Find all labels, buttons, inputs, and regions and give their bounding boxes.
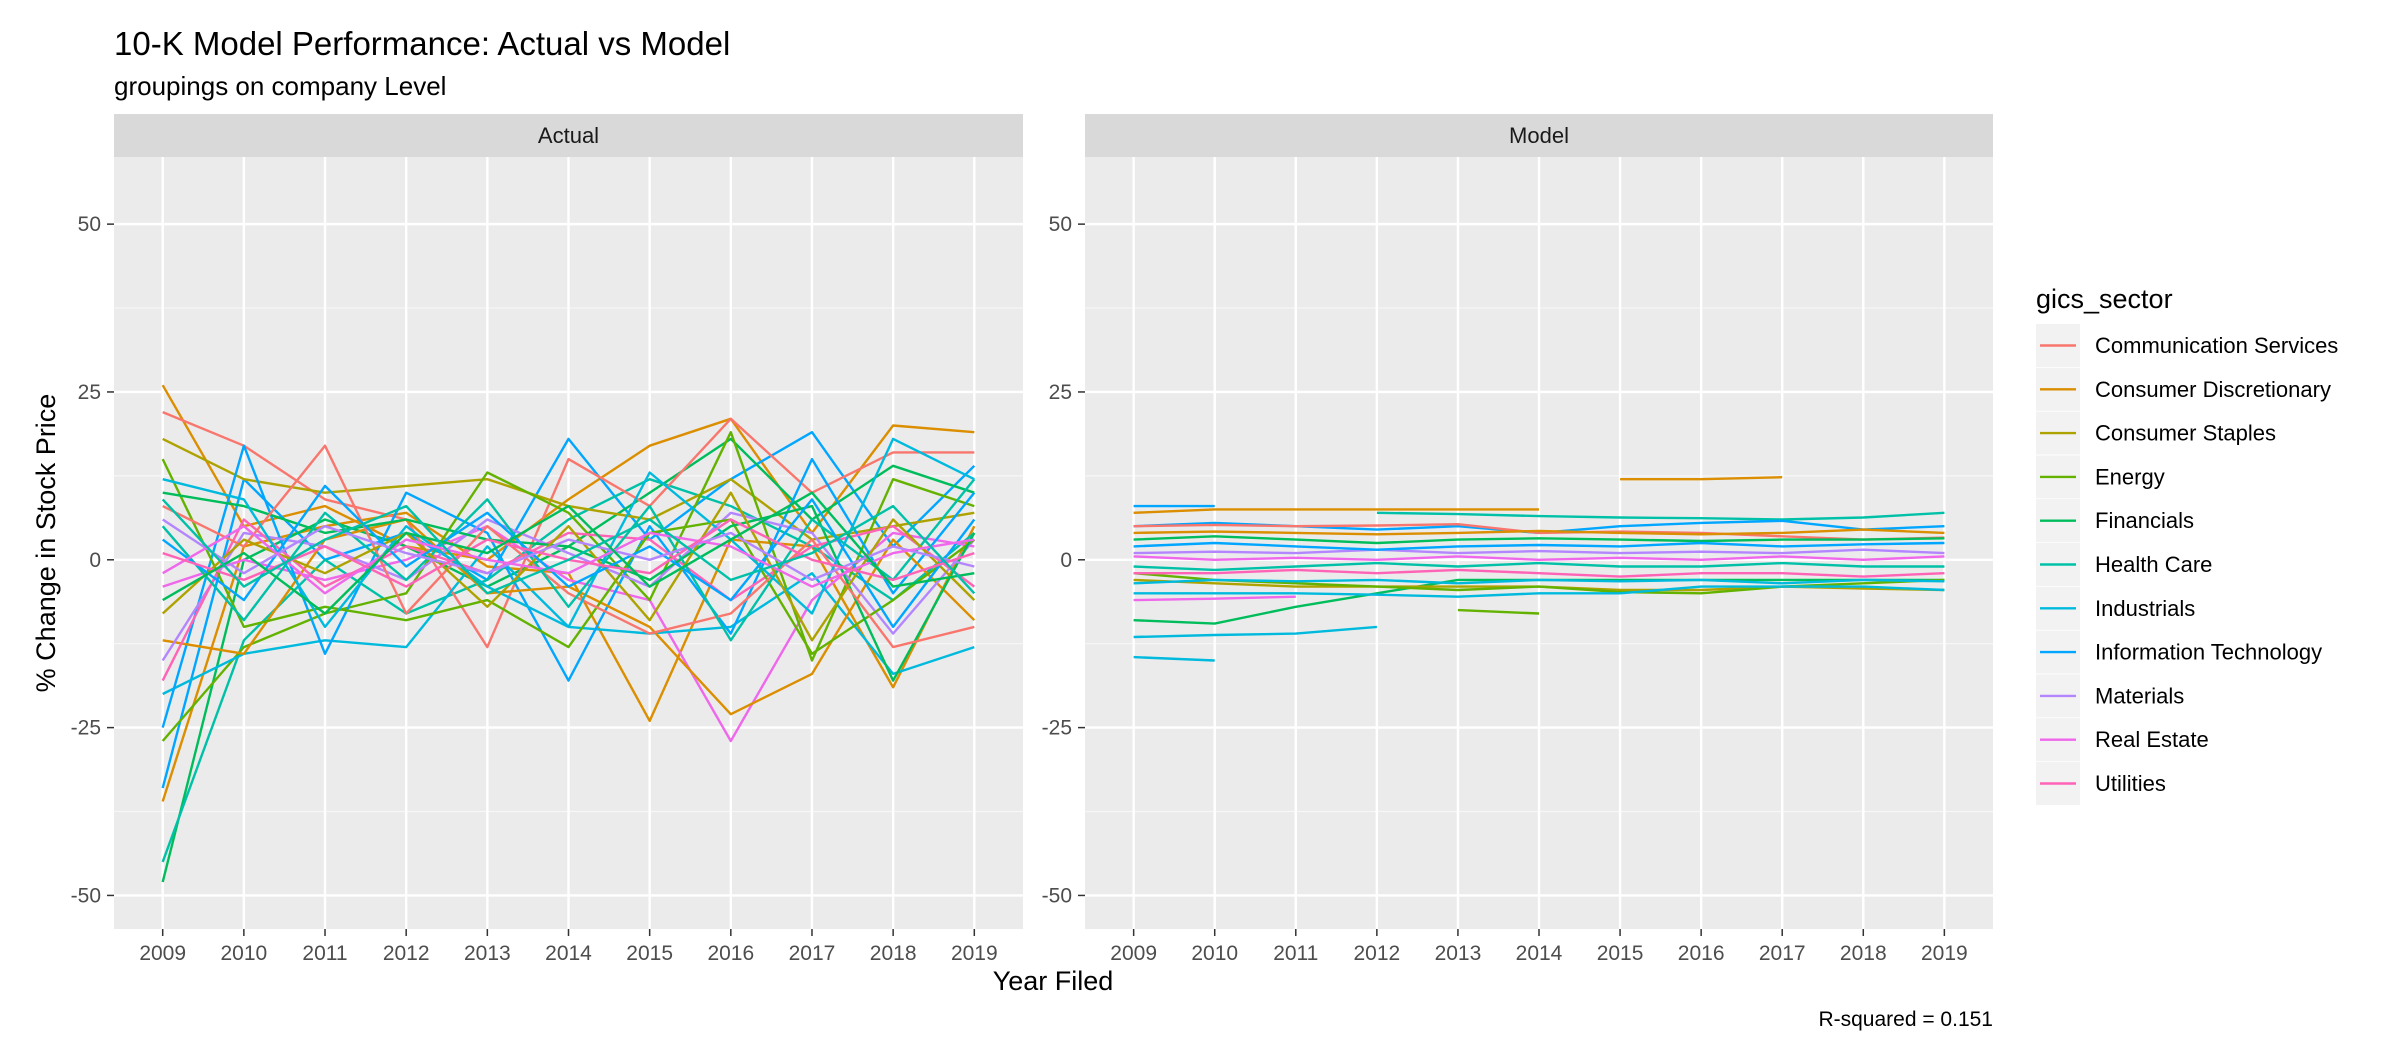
series-line-47 (1133, 578, 1945, 585)
y-tick-label: -25 (1042, 717, 1072, 740)
x-tick-label: 2012 (383, 942, 430, 965)
y-tick-label: 50 (1049, 213, 1072, 236)
legend-label: Real Estate (2095, 727, 2209, 752)
series-line-20 (161, 484, 976, 629)
series-group-model (1133, 476, 1945, 662)
series-line-18 (162, 437, 975, 629)
x-tick-label: 2009 (139, 942, 186, 965)
x-tick-label: 2011 (302, 942, 347, 965)
y-axis-title: % Change in Stock Price (31, 394, 61, 693)
series-line-45 (1133, 541, 1945, 551)
series-line-25 (161, 498, 976, 595)
legend: gics_sector Communication Services Consum… (2036, 284, 2338, 805)
series-line-33 (1133, 595, 1296, 602)
legend-label: Consumer Discretionary (2095, 377, 2331, 402)
series-line-17 (161, 478, 976, 642)
x-tick-label: 2018 (870, 942, 917, 965)
series-line-19 (161, 491, 976, 642)
series-line-36 (1133, 523, 1945, 541)
series-line-27 (1133, 508, 1539, 514)
y-tick-label: -25 (71, 717, 101, 740)
legend-label: Information Technology (2095, 640, 2322, 665)
series-line-43 (1133, 568, 1945, 578)
x-tick-label: 2009 (1110, 942, 1157, 965)
x-tick-label: 2016 (1678, 942, 1725, 965)
y-tick-label: 0 (1060, 549, 1072, 572)
legend-title: gics_sector (2036, 284, 2173, 314)
legend-label: Communication Services (2095, 333, 2338, 358)
y-tick-label: 25 (78, 381, 101, 404)
series-line-14 (161, 458, 976, 655)
series-line-6 (162, 410, 975, 649)
series-line-40 (1133, 535, 1945, 545)
y-tick-label: -50 (1042, 884, 1072, 907)
x-tick-label: 2010 (1191, 942, 1238, 965)
x-tick-label: 2015 (1597, 942, 1644, 965)
panel-model: Model (1085, 114, 1993, 929)
series-line-24 (162, 491, 975, 615)
series-line-5 (162, 525, 975, 743)
strip-model (1085, 114, 1993, 157)
x-axis-title: Year Filed (993, 966, 1114, 996)
strip-actual (114, 114, 1023, 157)
series-line-29 (1133, 655, 1215, 662)
series-line-42 (1133, 548, 1945, 555)
legend-label: Energy (2095, 464, 2165, 489)
x-tick-label: 2014 (545, 942, 592, 965)
x-tick-label: 2012 (1353, 942, 1400, 965)
series-line-32 (1457, 608, 1540, 615)
panel-actual: Actual (114, 114, 1023, 929)
legend-label: Utilities (2095, 771, 2166, 796)
series-line-0 (161, 384, 975, 561)
legend-label: Financials (2095, 508, 2194, 533)
r-squared-caption: R-squared = 0.151 (1818, 1008, 1993, 1031)
y-tick-label: 0 (89, 549, 101, 572)
series-line-44 (1133, 555, 1945, 561)
x-tick-label: 2019 (1921, 942, 1968, 965)
x-tick-label: 2014 (1516, 942, 1563, 965)
series-line-41 (1133, 561, 1945, 572)
series-line-22 (162, 525, 975, 595)
y-tick-label: 50 (78, 213, 101, 236)
legend-label: Health Care (2095, 552, 2212, 577)
strip-label-actual: Actual (538, 123, 599, 148)
x-tick-label: 2017 (1759, 942, 1806, 965)
chart-subtitle: groupings on company Level (114, 71, 446, 101)
y-tick-label: 25 (1049, 381, 1072, 404)
x-tick-label: 2015 (626, 942, 673, 965)
x-tick-label: 2016 (707, 942, 754, 965)
legend-label: Industrials (2095, 596, 2195, 621)
y-tick-label: -50 (71, 884, 101, 907)
x-tick-label: 2010 (220, 942, 267, 965)
x-tick-label: 2013 (1435, 942, 1482, 965)
series-group-actual (161, 384, 976, 883)
series-line-46 (1133, 528, 1945, 536)
x-tick-label: 2019 (951, 942, 998, 965)
series-line-39 (1133, 585, 1945, 598)
axes: 2009 2010 2011 2012 2013 2014 2015 2016 2017 2018… (71, 213, 1968, 965)
x-tick-label: 2017 (789, 942, 836, 965)
x-tick-label: 2018 (1840, 942, 1887, 965)
series-line-30 (1133, 625, 1377, 639)
legend-items: Communication Services Consumer Discretio… (2036, 324, 2338, 805)
x-tick-label: 2013 (464, 942, 511, 965)
series-line-21 (162, 518, 975, 582)
series-line-34 (1376, 511, 1945, 521)
chart-title: 10-K Model Performance: Actual vs Model (114, 25, 730, 62)
strip-label-model: Model (1509, 123, 1569, 148)
x-tick-label: 2011 (1273, 942, 1318, 965)
legend-label: Materials (2095, 683, 2184, 708)
series-line-28 (1620, 476, 1783, 481)
legend-label: Consumer Staples (2095, 421, 2276, 446)
